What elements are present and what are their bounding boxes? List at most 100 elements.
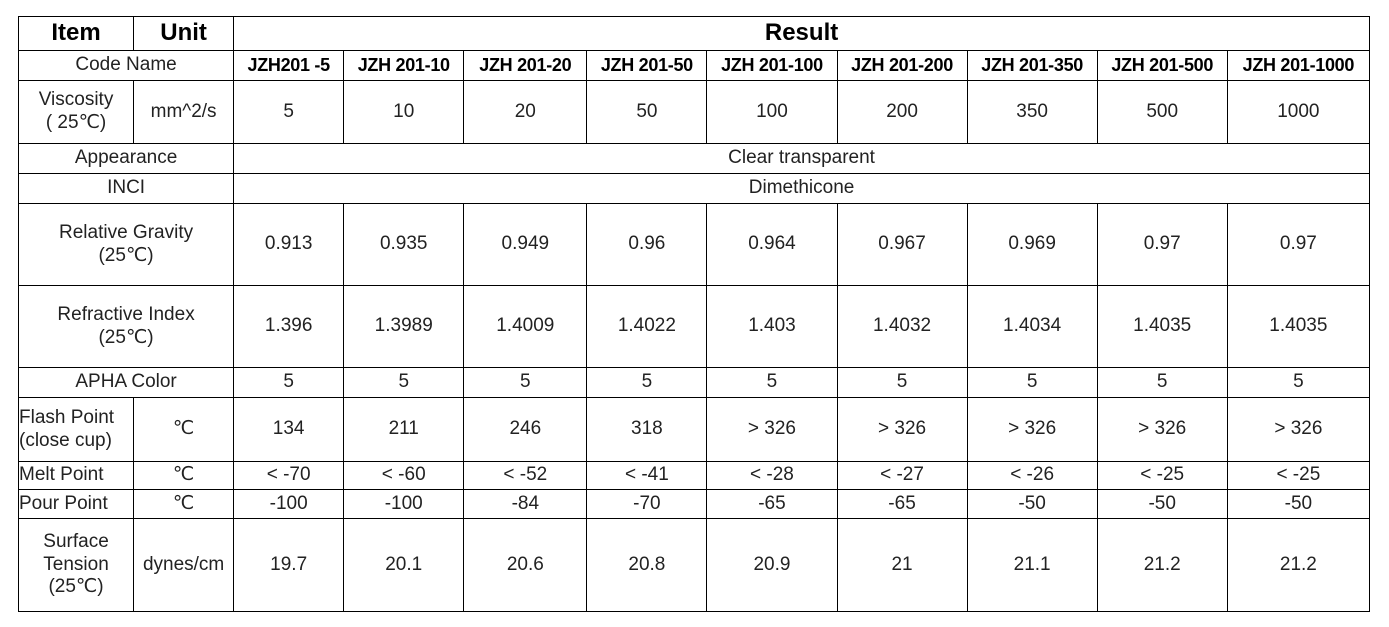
header-unit: Unit	[133, 16, 235, 51]
row-value: 20	[463, 80, 588, 144]
row-value: < -26	[966, 461, 1098, 490]
row-value: 1.3989	[343, 285, 465, 368]
table-row: Melt Point ℃ < -70 < -60 < -52 < -41 < -28 < -2…	[17, 461, 1371, 490]
row-value: < -70	[233, 461, 345, 490]
row-value: -50	[966, 489, 1098, 519]
code-label: Code Name	[17, 50, 235, 81]
row-value: < -60	[343, 461, 465, 490]
row-item: Melt Point	[17, 461, 135, 490]
row-item: Relative Gravity (25℃)	[17, 203, 235, 286]
code-name: JZH 201-350	[966, 50, 1098, 81]
row-value: 246	[463, 397, 588, 462]
row-value: 0.969	[966, 203, 1098, 286]
row-value: 0.913	[233, 203, 345, 286]
row-text: Clear transparent	[233, 143, 1370, 174]
row-value: 0.949	[463, 203, 588, 286]
row-value: -50	[1226, 489, 1371, 519]
row-value: 10	[343, 80, 465, 144]
table-row: Viscosity ( 25℃) mm^2/s 5 10 20 50 100 200 350 50…	[17, 80, 1371, 144]
row-item: Appearance	[17, 143, 235, 174]
row-unit: mm^2/s	[133, 80, 235, 144]
row-value: 20.9	[706, 518, 838, 612]
row-unit: ℃	[133, 489, 235, 519]
code-name: JZH 201-100	[706, 50, 838, 81]
row-item: Flash Point (close cup)	[17, 397, 135, 462]
table-row: Code Name JZH201 -5 JZH 201-10 JZH 201-20 JZ…	[17, 50, 1371, 81]
row-value: 5	[966, 367, 1098, 398]
row-value: > 326	[1226, 397, 1371, 462]
row-value: 1.403	[706, 285, 838, 368]
row-item: Refractive Index (25℃)	[17, 285, 235, 368]
table-row: Refractive Index (25℃) 1.396 1.3989 1.4009 1…	[17, 285, 1371, 368]
table-row: Pour Point ℃ -100 -100 -84 -70 -65 -65 -50 -50 -50	[17, 489, 1371, 519]
row-item: Surface Tension (25℃)	[17, 518, 135, 612]
row-item: APHA Color	[17, 367, 235, 398]
table-body: Item Unit Result Code Name JZH201 -5 JZH 201-…	[17, 16, 1371, 612]
row-value: 200	[836, 80, 968, 144]
row-item: INCI	[17, 173, 235, 204]
row-value: -70	[586, 489, 708, 519]
row-value: > 326	[706, 397, 838, 462]
code-name: JZH 201-1000	[1226, 50, 1371, 81]
row-item: Viscosity ( 25℃)	[17, 80, 135, 144]
row-value: 5	[706, 367, 838, 398]
table-row: INCI Dimethicone	[17, 173, 1370, 204]
header-item: Item	[17, 16, 135, 51]
row-value: < -52	[463, 461, 588, 490]
row-value: < -25	[1096, 461, 1228, 490]
row-value: 20.8	[586, 518, 708, 612]
code-name: JZH 201-200	[836, 50, 968, 81]
spec-table: Item Unit Result Code Name JZH201 -5 JZH 201-…	[17, 16, 1371, 612]
table-row: Surface Tension (25℃) dynes/cm 19.7 20.1 20.…	[17, 518, 1371, 612]
code-name: JZH 201-10	[343, 50, 465, 81]
row-value: 1.4035	[1096, 285, 1228, 368]
row-value: 50	[586, 80, 708, 144]
row-value: < -27	[836, 461, 968, 490]
row-value: -65	[706, 489, 838, 519]
row-value: -65	[836, 489, 968, 519]
row-text: Dimethicone	[233, 173, 1370, 204]
code-name: JZH201 -5	[233, 50, 345, 81]
row-value: -100	[233, 489, 345, 519]
row-value: 1.4009	[463, 285, 588, 368]
row-value: 318	[586, 397, 708, 462]
row-unit: dynes/cm	[133, 518, 235, 612]
code-name: JZH 201-20	[463, 50, 588, 81]
row-value: 211	[343, 397, 465, 462]
row-value: 1.4034	[966, 285, 1098, 368]
row-item: Pour Point	[17, 489, 135, 519]
row-value: 19.7	[233, 518, 345, 612]
code-name: JZH 201-500	[1096, 50, 1228, 81]
row-value: < -41	[586, 461, 708, 490]
row-unit: ℃	[133, 397, 235, 462]
table-row: APHA Color 5 5 5 5 5 5 5 5 5	[17, 367, 1371, 398]
row-value: < -28	[706, 461, 838, 490]
row-value: 1.396	[233, 285, 345, 368]
row-value: 1.4032	[836, 285, 968, 368]
row-value: 5	[586, 367, 708, 398]
row-value: 0.97	[1226, 203, 1371, 286]
row-value: 350	[966, 80, 1098, 144]
row-value: > 326	[966, 397, 1098, 462]
row-value: 5	[1226, 367, 1371, 398]
row-value: > 326	[1096, 397, 1228, 462]
row-unit: ℃	[133, 461, 235, 490]
row-value: 21.2	[1096, 518, 1228, 612]
row-value: 1000	[1226, 80, 1371, 144]
row-value: 0.964	[706, 203, 838, 286]
table-row: Flash Point (close cup) ℃ 134 211 246 318 > 32…	[17, 397, 1371, 462]
code-name: JZH 201-50	[586, 50, 708, 81]
table-row: Item Unit Result	[17, 16, 1370, 51]
row-value: 21.2	[1226, 518, 1371, 612]
row-value: 21.1	[966, 518, 1098, 612]
row-value: > 326	[836, 397, 968, 462]
row-value: 1.4022	[586, 285, 708, 368]
table-row: Relative Gravity (25℃) 0.913 0.935 0.949 0.9…	[17, 203, 1371, 286]
row-value: 21	[836, 518, 968, 612]
row-value: 0.935	[343, 203, 465, 286]
row-value: 5	[343, 367, 465, 398]
row-value: 500	[1096, 80, 1228, 144]
row-value: 5	[233, 367, 345, 398]
row-value: 100	[706, 80, 838, 144]
